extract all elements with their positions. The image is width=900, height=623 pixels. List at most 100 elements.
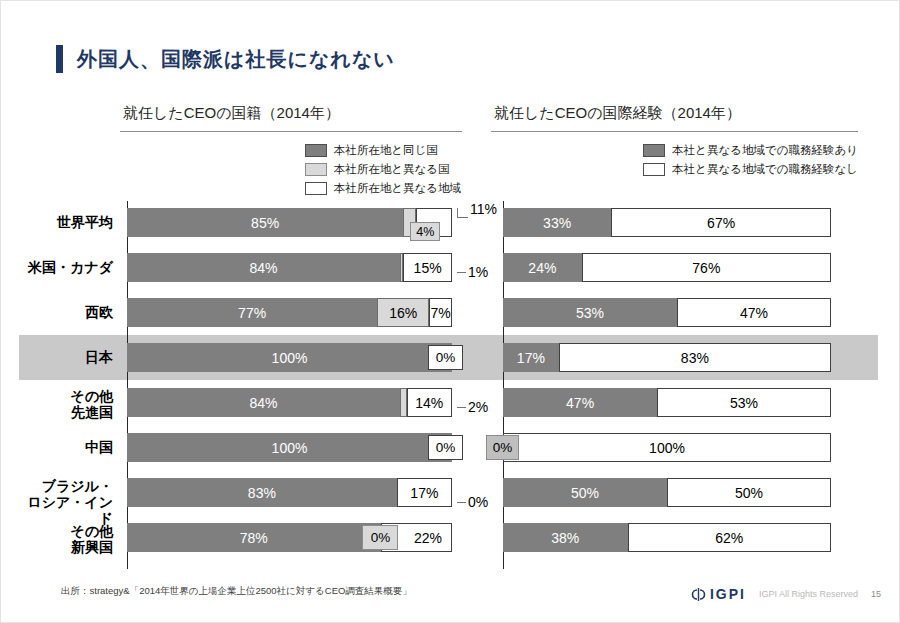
row-label: その他 先進国 xyxy=(19,388,127,420)
left-bar: 77%16%7% xyxy=(127,298,452,327)
bar-segment-white: 67% xyxy=(611,208,831,237)
page-header: 外国人、国際派は社長になれない xyxy=(56,45,395,73)
row-label: ブラジル・ ロシア・インド xyxy=(19,478,127,526)
legend-label: 本社所在地と異なる国 xyxy=(334,162,450,177)
legend-swatch-dark-icon xyxy=(305,144,327,157)
bar-segment-white: 76% xyxy=(582,253,831,282)
left-chart-legend: 本社所在地と同じ国本社所在地と異なる国本社所在地と異なる地域 xyxy=(305,143,461,196)
bar-segment-dark: 50% xyxy=(503,478,667,507)
slide: 外国人、国際派は社長になれない 就任したCEOの国籍（2014年） 就任したCE… xyxy=(0,0,900,623)
bar-segment-dark: 77% xyxy=(127,298,377,327)
legend-item: 本社と異なる地域での職務経験あり xyxy=(643,143,858,158)
bar-segment-dark: 84% xyxy=(127,253,400,282)
outside-percent-label: 1% xyxy=(457,264,488,280)
charts-area: 就任したCEOの国籍（2014年） 就任したCEOの国際経験（2014年） 本社… xyxy=(19,101,879,568)
bar-segment-white: 7% xyxy=(429,298,452,327)
legends-row: 本社所在地と同じ国本社所在地と異なる国本社所在地と異なる地域 本社と異なる地域で… xyxy=(19,143,879,196)
left-bar: 78%0%22% xyxy=(127,523,452,552)
page-title: 外国人、国際派は社長になれない xyxy=(77,46,395,73)
legend-item: 本社と異なる地域での職務経験なし xyxy=(643,162,858,177)
bar-segment-white: 15% xyxy=(403,253,452,282)
title-accent-bar xyxy=(56,45,63,73)
igpi-logo-text: IGPI xyxy=(710,586,746,602)
table-row: 中国100%0% 0%100% xyxy=(19,433,831,462)
legend-swatch-dark-icon xyxy=(643,144,665,157)
outside-percent-label: 11% xyxy=(457,201,497,217)
table-row: 世界平均85%4%11%33%67% xyxy=(19,208,831,237)
left-bar: 84%15% xyxy=(127,253,452,282)
footer-right: IGPI IGPI All Rights Reserved 15 xyxy=(690,586,881,602)
right-bar: 24%76% xyxy=(503,253,831,282)
row-label: 日本 xyxy=(19,343,127,372)
table-row: 日本100%0% 17%83% xyxy=(19,343,831,372)
bar-segment-dark: 53% xyxy=(503,298,677,327)
percent-below-box: 4% xyxy=(410,222,440,241)
bar-segment-dark: 100% xyxy=(127,433,452,462)
bar-segment-white: 50% xyxy=(667,478,831,507)
right-chart-legend: 本社と異なる地域での職務経験あり本社と異なる地域での職務経験なし xyxy=(643,143,858,196)
table-row: 米国・カナダ84%15% 1% 24%76% xyxy=(19,253,831,282)
bar-segment-white: 53% xyxy=(657,388,831,417)
bar-segment-dark: 47% xyxy=(503,388,657,417)
legend-label: 本社所在地と異なる地域 xyxy=(334,181,461,196)
right-bar: 17%83% xyxy=(503,343,831,372)
row-label: その他 新興国 xyxy=(19,523,127,555)
igpi-logo: IGPI xyxy=(690,586,746,602)
bar-segment-white: 17% xyxy=(397,478,452,507)
row-label: 西欧 xyxy=(19,298,127,327)
rights-text: IGPI All Rights Reserved xyxy=(759,589,858,599)
bar-segment-dark: 85% xyxy=(127,208,403,237)
outside-percent-label: 0% xyxy=(457,494,488,510)
bar-segment-white: 62% xyxy=(628,523,831,552)
right-bar: 0%100% xyxy=(503,433,831,462)
legend-item: 本社所在地と異なる地域 xyxy=(305,181,461,196)
legend-item: 本社所在地と異なる国 xyxy=(305,162,461,177)
bar-segment-dark: 33% xyxy=(503,208,611,237)
row-label: 中国 xyxy=(19,433,127,462)
bar-gutter xyxy=(452,298,503,327)
bar-gutter xyxy=(452,343,503,372)
bar-gutter: 0% xyxy=(452,478,503,526)
outside-percent-label: 2% xyxy=(457,399,488,415)
bar-segment-light: 16% xyxy=(377,298,429,327)
bar-segment-dark: 38% xyxy=(503,523,628,552)
bar-segment-white: 83% xyxy=(559,343,831,372)
page-number: 15 xyxy=(871,589,881,599)
bar-segment-dark: 83% xyxy=(127,478,397,507)
left-bar: 100%0% xyxy=(127,433,452,462)
bar-gutter xyxy=(452,523,503,555)
left-bar: 84%14% xyxy=(127,388,452,417)
bar-segment-dark: 24% xyxy=(503,253,582,282)
right-bar: 38%62% xyxy=(503,523,831,552)
legend-label: 本社と異なる地域での職務経験なし xyxy=(672,162,858,177)
left-bar: 83%17% xyxy=(127,478,452,507)
bar-segment-white: 47% xyxy=(677,298,831,327)
bar-segment-white: 14% xyxy=(407,388,453,417)
chart-rows: 世界平均85%4%11%33%67%米国・カナダ84%15%1%24%76%西欧… xyxy=(19,208,831,552)
bar-gutter: 11% xyxy=(452,208,503,237)
igpi-logo-mark xyxy=(690,588,707,601)
row-label: 世界平均 xyxy=(19,208,127,237)
bar-segment-dark: 78% xyxy=(127,523,381,552)
legend-swatch-white-icon xyxy=(305,182,327,195)
table-row: ブラジル・ ロシア・インド83%17%0%50%50% xyxy=(19,478,831,507)
right-bar: 47%53% xyxy=(503,388,831,417)
row-label: 米国・カナダ xyxy=(19,253,127,282)
zero-percent-box: 0% xyxy=(362,525,398,550)
right-bar: 53%47% xyxy=(503,298,831,327)
bar-segment-dark: 17% xyxy=(503,343,559,372)
legend-label: 本社所在地と同じ国 xyxy=(334,143,438,158)
source-note: 出所：strategy&「2014年世界の上場企業上位2500社に対するCEO調… xyxy=(61,585,412,598)
left-bar: 100%0% xyxy=(127,343,452,372)
bar-gutter: 2% xyxy=(452,388,503,420)
bar-gutter: 1% xyxy=(452,253,503,282)
right-chart-title: 就任したCEOの国際経験（2014年） xyxy=(491,101,858,132)
table-row: その他 先進国84%14% 2% 47%53% xyxy=(19,388,831,417)
table-row: その他 新興国78%0%22% 38%62% xyxy=(19,523,831,552)
legend-item: 本社所在地と同じ国 xyxy=(305,143,461,158)
legend-swatch-white-icon xyxy=(643,163,665,176)
bar-segment-dark: 100% xyxy=(127,343,452,372)
legend-swatch-light-icon xyxy=(305,163,327,176)
bar-segment-white: 100% xyxy=(503,433,831,462)
right-bar: 33%67% xyxy=(503,208,831,237)
